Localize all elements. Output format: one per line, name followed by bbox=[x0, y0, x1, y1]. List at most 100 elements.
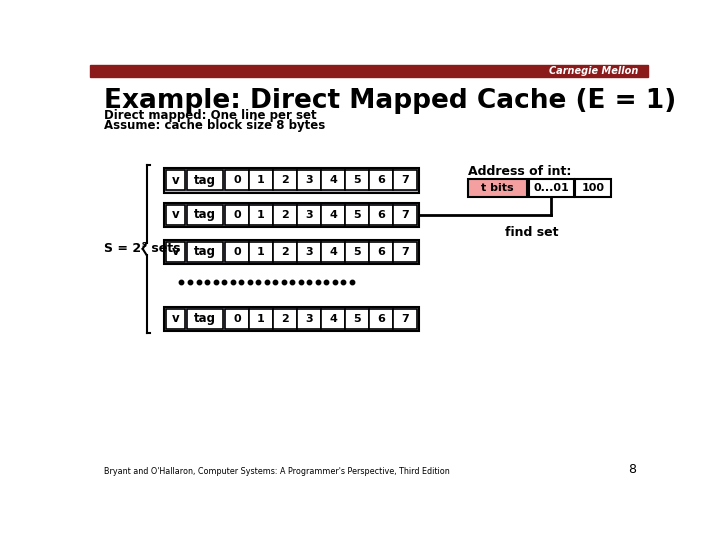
Text: 0: 0 bbox=[233, 314, 240, 324]
Text: 6: 6 bbox=[377, 210, 385, 220]
Text: 5: 5 bbox=[354, 210, 361, 220]
Bar bbox=[393, 205, 417, 225]
Text: v: v bbox=[171, 174, 179, 187]
Text: 4: 4 bbox=[329, 247, 337, 257]
Text: 6: 6 bbox=[377, 314, 385, 324]
Text: 2: 2 bbox=[281, 210, 289, 220]
Text: 4: 4 bbox=[329, 314, 337, 324]
Text: tag: tag bbox=[194, 313, 216, 326]
Bar bbox=[166, 170, 184, 190]
Text: 2: 2 bbox=[281, 247, 289, 257]
Bar bbox=[163, 168, 419, 193]
Text: 0...01: 0...01 bbox=[534, 183, 569, 193]
Text: 3: 3 bbox=[305, 314, 312, 324]
Text: 1: 1 bbox=[257, 210, 265, 220]
Text: 5: 5 bbox=[354, 247, 361, 257]
Text: 0: 0 bbox=[233, 210, 240, 220]
Bar bbox=[163, 202, 419, 227]
Bar bbox=[225, 205, 249, 225]
Text: Bryant and O'Hallaron, Computer Systems: A Programmer's Perspective, Third Editi: Bryant and O'Hallaron, Computer Systems:… bbox=[104, 467, 450, 476]
Bar bbox=[273, 309, 297, 329]
Text: 2: 2 bbox=[281, 176, 289, 185]
Bar bbox=[249, 205, 273, 225]
Bar bbox=[249, 242, 273, 262]
Text: Carnegie Mellon: Carnegie Mellon bbox=[549, 66, 639, 76]
Bar bbox=[321, 205, 345, 225]
Bar bbox=[187, 205, 222, 225]
Text: v: v bbox=[171, 208, 179, 221]
Text: v: v bbox=[171, 313, 179, 326]
Text: s: s bbox=[142, 240, 147, 249]
Bar bbox=[345, 242, 369, 262]
Text: 1: 1 bbox=[257, 314, 265, 324]
Bar bbox=[187, 170, 222, 190]
Bar bbox=[166, 205, 184, 225]
Bar bbox=[187, 309, 222, 329]
Bar bbox=[393, 170, 417, 190]
Bar bbox=[369, 309, 393, 329]
Text: 7: 7 bbox=[401, 247, 409, 257]
Bar bbox=[297, 205, 321, 225]
Bar bbox=[163, 240, 419, 264]
Text: 6: 6 bbox=[377, 247, 385, 257]
Bar bbox=[321, 242, 345, 262]
Text: tag: tag bbox=[194, 208, 216, 221]
Bar bbox=[249, 309, 273, 329]
Bar bbox=[166, 242, 184, 262]
Bar bbox=[187, 242, 222, 262]
Text: S = 2: S = 2 bbox=[104, 242, 141, 255]
Text: 1: 1 bbox=[257, 176, 265, 185]
Text: 2: 2 bbox=[281, 314, 289, 324]
Bar bbox=[345, 309, 369, 329]
Bar bbox=[393, 309, 417, 329]
Bar bbox=[297, 242, 321, 262]
Text: Assume: cache block size 8 bytes: Assume: cache block size 8 bytes bbox=[104, 119, 325, 132]
Bar bbox=[393, 242, 417, 262]
Text: 8: 8 bbox=[629, 463, 636, 476]
Text: 4: 4 bbox=[329, 210, 337, 220]
Text: v: v bbox=[171, 245, 179, 259]
Text: Address of int:: Address of int: bbox=[468, 165, 572, 178]
Text: Example: Direct Mapped Cache (E = 1): Example: Direct Mapped Cache (E = 1) bbox=[104, 88, 676, 114]
Text: 3: 3 bbox=[305, 247, 312, 257]
Bar bbox=[225, 309, 249, 329]
Bar bbox=[90, 65, 648, 77]
Bar bbox=[321, 170, 345, 190]
Text: 0: 0 bbox=[233, 247, 240, 257]
Bar bbox=[163, 307, 419, 331]
Bar bbox=[369, 242, 393, 262]
Bar bbox=[575, 179, 611, 197]
Text: 0: 0 bbox=[233, 176, 240, 185]
Bar bbox=[321, 309, 345, 329]
Text: 1: 1 bbox=[257, 247, 265, 257]
Bar bbox=[273, 242, 297, 262]
Text: 3: 3 bbox=[305, 210, 312, 220]
Bar bbox=[369, 170, 393, 190]
Text: find set: find set bbox=[505, 226, 558, 239]
Text: 7: 7 bbox=[401, 176, 409, 185]
Text: Direct mapped: One line per set: Direct mapped: One line per set bbox=[104, 109, 317, 122]
Text: tag: tag bbox=[194, 245, 216, 259]
Text: 5: 5 bbox=[354, 176, 361, 185]
Text: 7: 7 bbox=[401, 210, 409, 220]
Text: t bits: t bits bbox=[482, 183, 514, 193]
Bar bbox=[468, 179, 527, 197]
Bar bbox=[297, 170, 321, 190]
Bar bbox=[345, 170, 369, 190]
Bar bbox=[528, 179, 574, 197]
Text: 3: 3 bbox=[305, 176, 312, 185]
Text: sets: sets bbox=[147, 242, 180, 255]
Bar bbox=[166, 309, 184, 329]
Text: 100: 100 bbox=[582, 183, 605, 193]
Text: 4: 4 bbox=[329, 176, 337, 185]
Text: 6: 6 bbox=[377, 176, 385, 185]
Bar bbox=[369, 205, 393, 225]
Text: 7: 7 bbox=[401, 314, 409, 324]
Bar bbox=[273, 170, 297, 190]
Bar bbox=[297, 309, 321, 329]
Bar bbox=[225, 242, 249, 262]
Bar bbox=[225, 170, 249, 190]
Bar bbox=[273, 205, 297, 225]
Bar bbox=[345, 205, 369, 225]
Text: 5: 5 bbox=[354, 314, 361, 324]
